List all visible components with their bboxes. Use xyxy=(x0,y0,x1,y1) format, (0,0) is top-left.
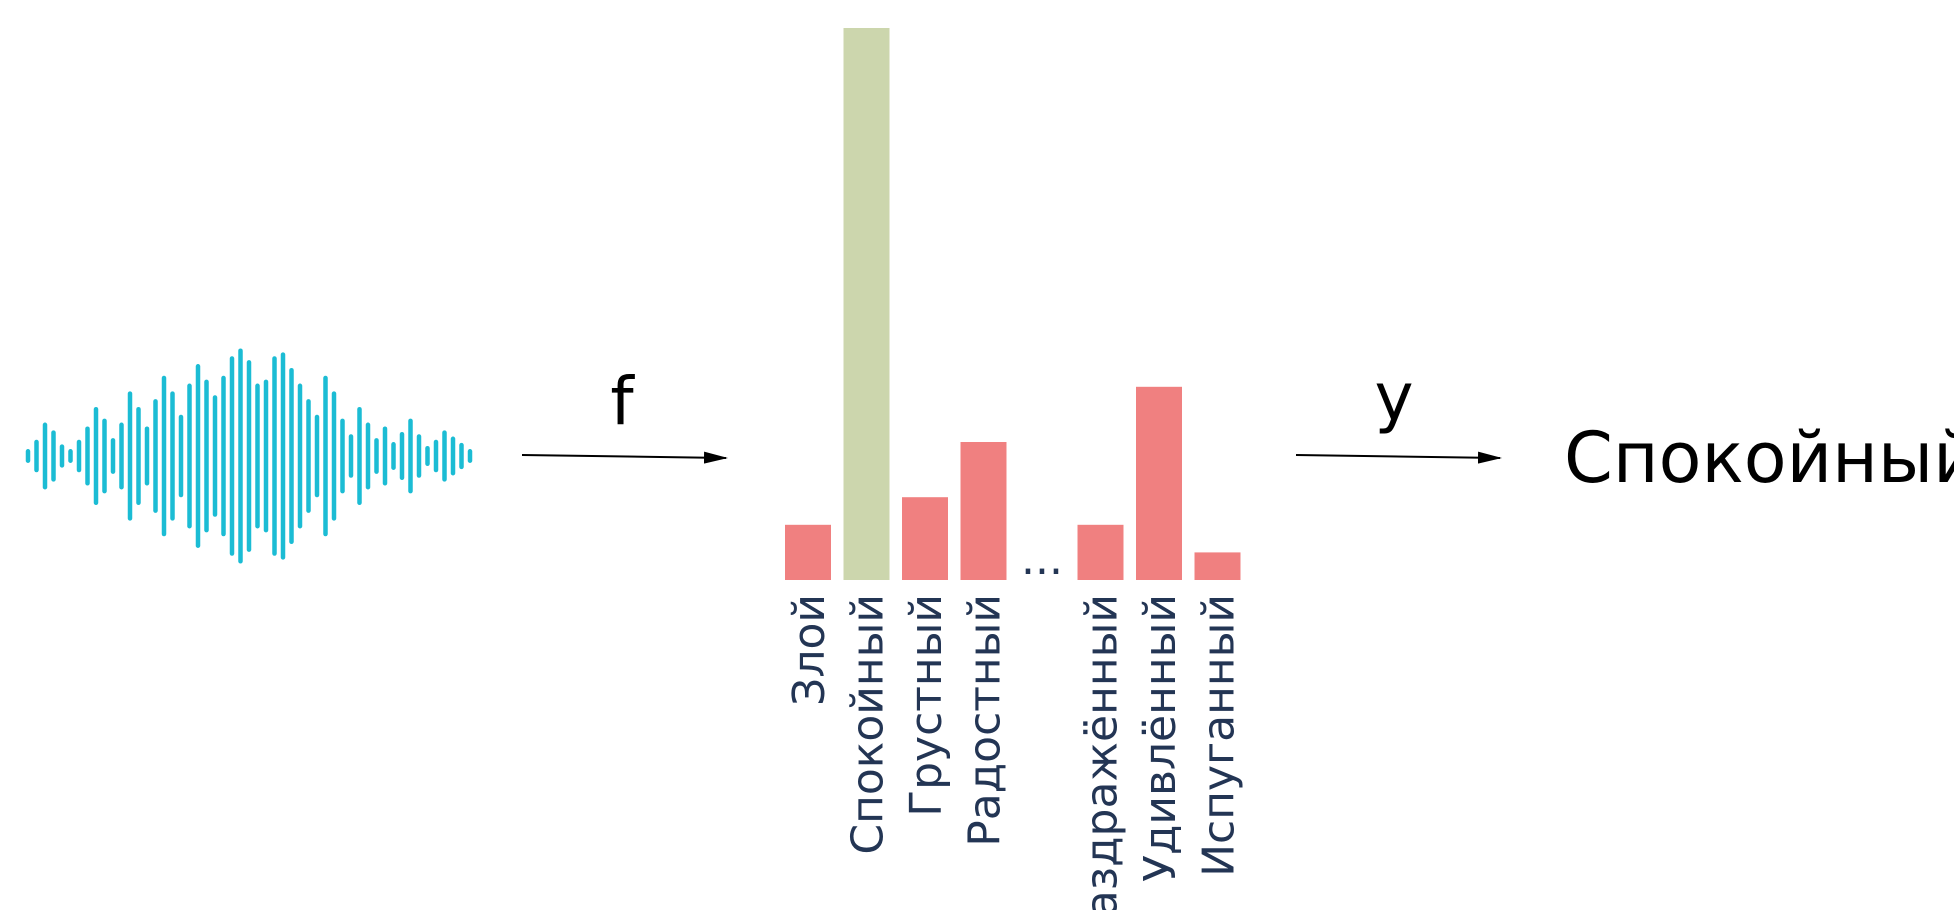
arrow-f xyxy=(521,451,728,464)
arrow-y xyxy=(1295,451,1502,464)
output-label: y xyxy=(1374,359,1413,436)
category-label-5: Раздражённый xyxy=(1077,594,1128,910)
chart-ellipsis: ... xyxy=(1021,534,1063,585)
bar-3 xyxy=(960,442,1007,580)
sound-wave-icon xyxy=(25,348,473,564)
result-label: Спокойный xyxy=(1564,417,1954,499)
bar-5 xyxy=(1077,524,1124,580)
bar-7 xyxy=(1194,552,1241,580)
emotion-category-labels: Злой Спокойный Грустный Радостный... Раздраж… xyxy=(784,534,1245,910)
category-label-7: Испуганный xyxy=(1194,594,1245,877)
category-label-2: Грустный xyxy=(901,594,952,817)
bar-0 xyxy=(785,524,831,580)
bar-2 xyxy=(902,497,948,580)
category-label-6: Удивлённый xyxy=(1135,594,1186,882)
emotion-probability-bars xyxy=(785,28,1241,580)
category-label-3: Радостный xyxy=(960,594,1011,847)
bar-1 xyxy=(843,28,890,580)
category-label-1: Спокойный xyxy=(843,594,894,855)
function-label: f xyxy=(610,363,635,440)
bar-6 xyxy=(1136,386,1182,580)
category-label-0: Злой xyxy=(784,594,835,706)
